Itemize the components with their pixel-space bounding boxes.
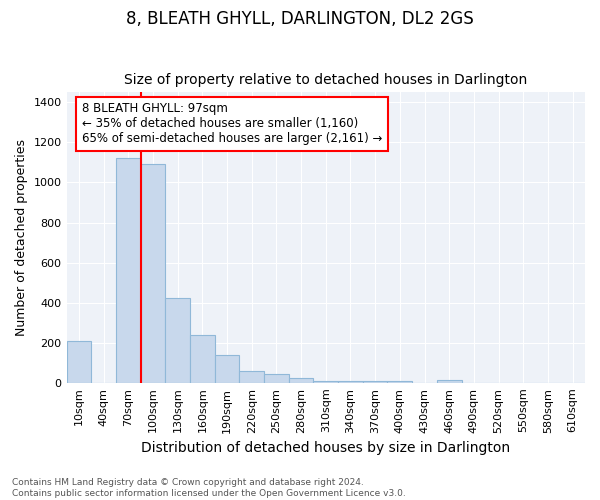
Y-axis label: Number of detached properties: Number of detached properties (15, 139, 28, 336)
Text: 8 BLEATH GHYLL: 97sqm
← 35% of detached houses are smaller (1,160)
65% of semi-d: 8 BLEATH GHYLL: 97sqm ← 35% of detached … (82, 102, 382, 146)
Text: Contains HM Land Registry data © Crown copyright and database right 2024.
Contai: Contains HM Land Registry data © Crown c… (12, 478, 406, 498)
Bar (363, 381, 388, 383)
Bar (190, 334, 215, 383)
X-axis label: Distribution of detached houses by size in Darlington: Distribution of detached houses by size … (141, 441, 511, 455)
Bar (165, 298, 190, 383)
Bar (264, 374, 289, 383)
Bar (313, 381, 338, 383)
Bar (289, 378, 313, 383)
Bar (388, 381, 412, 383)
Title: Size of property relative to detached houses in Darlington: Size of property relative to detached ho… (124, 73, 527, 87)
Bar (239, 371, 264, 383)
Bar (116, 158, 140, 383)
Bar (67, 340, 91, 383)
Bar (437, 380, 461, 383)
Bar (140, 164, 165, 383)
Bar (215, 355, 239, 383)
Text: 8, BLEATH GHYLL, DARLINGTON, DL2 2GS: 8, BLEATH GHYLL, DARLINGTON, DL2 2GS (126, 10, 474, 28)
Bar (338, 381, 363, 383)
